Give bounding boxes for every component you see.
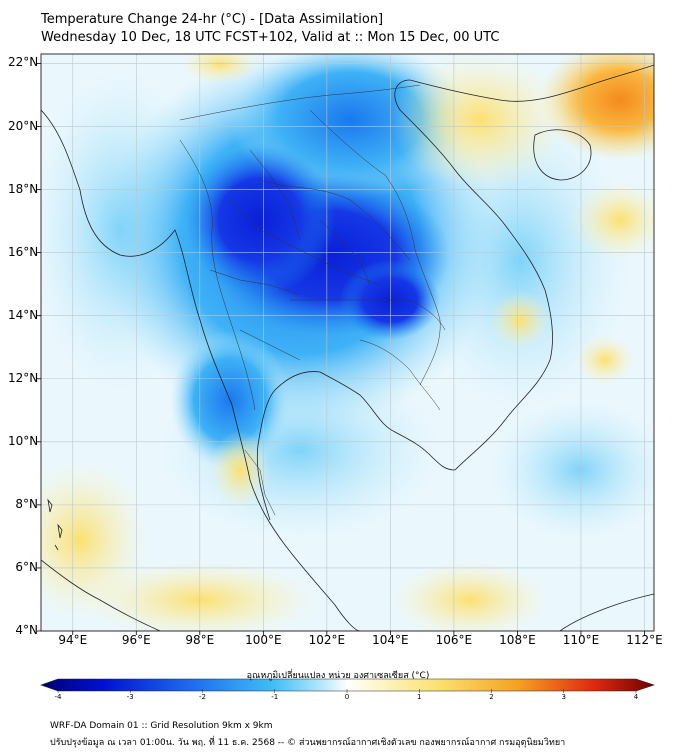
field-warm-top: [180, 54, 260, 84]
lat-label-20n: 20°N: [8, 118, 39, 133]
map-subtitle: Wednesday 10 Dec, 18 UTC FCST+102, Valid…: [41, 30, 500, 45]
colorbar-tick-label: -2: [199, 693, 206, 701]
colorbar-tick-label: -4: [54, 693, 62, 701]
colorbar-tick-label: -3: [126, 693, 134, 701]
lon-label-104e: 104°E: [372, 633, 409, 647]
colorbar-ticks: [57, 689, 637, 693]
colorbar-tick-label: -1: [271, 693, 279, 701]
temperature-field: [41, 54, 654, 631]
coastlines: [41, 64, 654, 631]
lat-label-16n: 16°N: [8, 244, 39, 259]
coastline-china: [409, 64, 654, 102]
coastline-malaysia-east: [559, 593, 654, 631]
lon-label-108e: 108°E: [499, 633, 536, 647]
border-myanmar-thailand: [179, 139, 256, 411]
lon-label-100e: 100°E: [245, 633, 282, 647]
colorbar-tick-label: 1: [417, 693, 422, 701]
colorbar-tick-label: 0: [344, 693, 350, 701]
border-cambodia-vietnam: [359, 339, 441, 411]
border-peninsula: [244, 449, 276, 516]
field-warm-spot: [490, 290, 550, 350]
colorbar-tick-label: 3: [561, 693, 566, 701]
lat-label-18n: 18°N: [8, 181, 39, 196]
field-cool-core-west: [185, 145, 335, 295]
lat-label-12n: 12°N: [8, 370, 39, 385]
coastline-sumatra: [41, 559, 161, 631]
lat-label-14n: 14°N: [8, 307, 39, 322]
border-internal-3: [319, 219, 371, 286]
field-warm-south-east: [390, 560, 550, 631]
field-warm-peninsula: [210, 430, 270, 510]
footer-domain-info: WRF-DA Domain 01 :: Grid Resolution 9km …: [50, 721, 273, 731]
lon-label-102e: 102°E: [308, 633, 346, 647]
map-title: Temperature Change 24-hr (°C) - [Data As…: [41, 12, 384, 27]
coastline-vietnam: [394, 79, 553, 471]
border-laos-vietnam: [309, 109, 441, 386]
lon-label-112e: 112°E: [626, 633, 663, 647]
colorbar-title: อุณหภูมิเปลี่ยนแปลง หน่วย องศาเซลเซียส (…: [246, 671, 430, 681]
coastline-mainland-west: [41, 109, 361, 631]
axis-ticks: [37, 63, 645, 635]
colorbar-tick-label: 4: [633, 693, 639, 701]
field-warm-spot-2: [575, 335, 635, 385]
coastline-peninsula-east: [256, 371, 361, 521]
border-thailand-cambodia: [289, 299, 446, 331]
border-internal-4: [209, 269, 301, 296]
coastline-gulf: [359, 394, 456, 471]
lat-label-6n: 6°N: [15, 559, 38, 574]
footer-credit: ปรับปรุงข้อมูล ณ เวลา 01:00น. วัน พฤ. ที…: [50, 738, 566, 748]
colorbar-tick-label: 2: [489, 693, 494, 701]
field-warm-north: [390, 54, 570, 190]
lon-label-94e: 94°E: [58, 633, 88, 647]
border-china-north: [179, 84, 421, 121]
map-frame: [40, 53, 655, 632]
lat-label-10n: 10°N: [8, 433, 39, 448]
border-internal-2: [249, 149, 301, 241]
lat-label-8n: 8°N: [15, 496, 38, 511]
field-hot-northeast: [540, 54, 654, 160]
field-warm-east: [570, 180, 654, 260]
lon-label-98e: 98°E: [185, 633, 215, 647]
border-internal-5: [239, 329, 301, 361]
border-internal-1: [229, 199, 381, 286]
lon-label-96e: 96°E: [121, 633, 151, 647]
field-light-cool-se: [490, 400, 654, 540]
lon-label-110e: 110°E: [562, 633, 600, 647]
lat-label-4n: 4°N: [15, 623, 38, 637]
coastline-hainan: [533, 129, 592, 181]
lat-label-22n: 22°N: [8, 55, 39, 70]
border-thailand-laos: [259, 179, 411, 261]
lon-label-106e: 106°E: [435, 633, 473, 647]
coastline-islands-west: [47, 498, 63, 551]
admin-borders: [179, 84, 446, 516]
